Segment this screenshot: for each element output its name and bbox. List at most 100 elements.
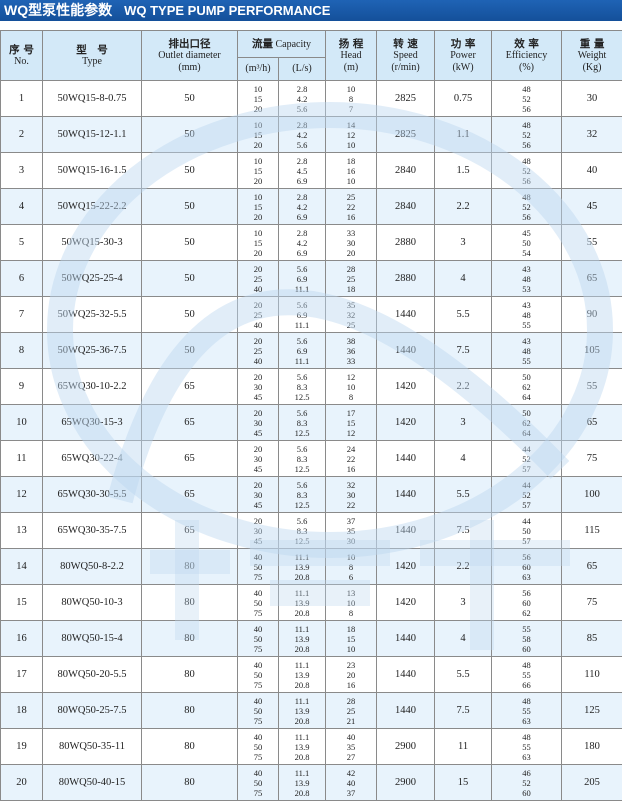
speed: 1440 <box>377 441 435 477</box>
model-type: 80WQ50-10-3 <box>43 585 142 621</box>
header-capacity-ls: (L/s) <box>279 58 326 81</box>
speed: 1420 <box>377 549 435 585</box>
power: 0.75 <box>435 81 492 117</box>
model-type: 50WQ15-22-2.2 <box>43 189 142 225</box>
header-label: 效 率 <box>492 38 561 50</box>
head-values: 23 20 16 <box>326 657 377 693</box>
head-values: 17 15 12 <box>326 405 377 441</box>
power: 5.5 <box>435 477 492 513</box>
row-number: 4 <box>1 189 43 225</box>
capacity-ls: 11.1 13.9 20.8 <box>279 729 326 765</box>
capacity-m3h: 40 50 75 <box>238 693 279 729</box>
header-label: Speed <box>377 50 434 62</box>
capacity-m3h: 40 50 75 <box>238 549 279 585</box>
weight: 125 <box>562 693 622 729</box>
row-number: 9 <box>1 369 43 405</box>
capacity-ls: 5.6 6.9 11.1 <box>279 261 326 297</box>
power: 7.5 <box>435 333 492 369</box>
model-type: 80WQ50-8-2.2 <box>43 549 142 585</box>
model-type: 80WQ50-15-4 <box>43 621 142 657</box>
row-number: 11 <box>1 441 43 477</box>
header-label: (mm) <box>142 62 237 74</box>
power: 4 <box>435 621 492 657</box>
capacity-m3h: 40 50 75 <box>238 621 279 657</box>
capacity-ls: 2.8 4.2 6.9 <box>279 225 326 261</box>
capacity-ls: 11.1 13.9 20.8 <box>279 549 326 585</box>
capacity-ls: 5.6 8.3 12.5 <box>279 441 326 477</box>
speed: 1440 <box>377 621 435 657</box>
outlet-diameter: 65 <box>142 405 238 441</box>
header-label: 扬 程 <box>326 38 376 50</box>
capacity-m3h: 20 25 40 <box>238 261 279 297</box>
header-label: Power <box>435 50 491 62</box>
speed: 1440 <box>377 513 435 549</box>
efficiency-values: 45 50 54 <box>492 225 562 261</box>
header-label: No. <box>1 56 42 68</box>
capacity-m3h: 10 15 20 <box>238 225 279 261</box>
power: 2.2 <box>435 549 492 585</box>
power: 4 <box>435 261 492 297</box>
model-type: 65WQ30-22-4 <box>43 441 142 477</box>
capacity-ls: 11.1 13.9 20.8 <box>279 657 326 693</box>
row-number: 6 <box>1 261 43 297</box>
capacity-ls: 5.6 8.3 12.5 <box>279 369 326 405</box>
row-number: 14 <box>1 549 43 585</box>
header-label: 重 量 <box>562 38 622 50</box>
model-type: 50WQ25-32-5.5 <box>43 297 142 333</box>
outlet-diameter: 50 <box>142 189 238 225</box>
weight: 55 <box>562 369 622 405</box>
speed: 2880 <box>377 225 435 261</box>
row-number: 12 <box>1 477 43 513</box>
row-number: 20 <box>1 765 43 801</box>
weight: 45 <box>562 189 622 225</box>
header-label: 功 率 <box>435 38 491 50</box>
capacity-ls: 2.8 4.2 6.9 <box>279 189 326 225</box>
speed: 1440 <box>377 333 435 369</box>
efficiency-values: 44 52 57 <box>492 441 562 477</box>
head-values: 10 8 6 <box>326 549 377 585</box>
speed: 1440 <box>377 657 435 693</box>
speed: 2900 <box>377 765 435 801</box>
capacity-ls: 11.1 13.9 20.8 <box>279 693 326 729</box>
head-values: 12 10 8 <box>326 369 377 405</box>
row-number: 5 <box>1 225 43 261</box>
model-type: 50WQ15-16-1.5 <box>43 153 142 189</box>
weight: 65 <box>562 261 622 297</box>
speed: 1440 <box>377 693 435 729</box>
efficiency-values: 43 48 55 <box>492 333 562 369</box>
outlet-diameter: 80 <box>142 585 238 621</box>
outlet-diameter: 65 <box>142 513 238 549</box>
power: 15 <box>435 765 492 801</box>
capacity-m3h: 20 30 45 <box>238 441 279 477</box>
efficiency-values: 46 52 60 <box>492 765 562 801</box>
row-number: 17 <box>1 657 43 693</box>
model-type: 65WQ30-30-5.5 <box>43 477 142 513</box>
row-number: 8 <box>1 333 43 369</box>
model-type: 50WQ15-12-1.1 <box>43 117 142 153</box>
capacity-m3h: 20 30 45 <box>238 405 279 441</box>
capacity-ls: 2.8 4.2 5.6 <box>279 117 326 153</box>
title-en: WQ TYPE PUMP PERFORMANCE <box>124 3 330 18</box>
capacity-m3h: 20 30 45 <box>238 477 279 513</box>
head-values: 25 22 16 <box>326 189 377 225</box>
outlet-diameter: 80 <box>142 657 238 693</box>
model-type: 80WQ50-25-7.5 <box>43 693 142 729</box>
capacity-m3h: 10 15 20 <box>238 153 279 189</box>
row-number: 18 <box>1 693 43 729</box>
power: 1.5 <box>435 153 492 189</box>
capacity-ls: 5.6 8.3 12.5 <box>279 477 326 513</box>
header-capacity-m3h: (m³/h) <box>238 58 279 81</box>
head-values: 18 16 10 <box>326 153 377 189</box>
head-values: 18 15 10 <box>326 621 377 657</box>
efficiency-values: 48 52 56 <box>492 81 562 117</box>
